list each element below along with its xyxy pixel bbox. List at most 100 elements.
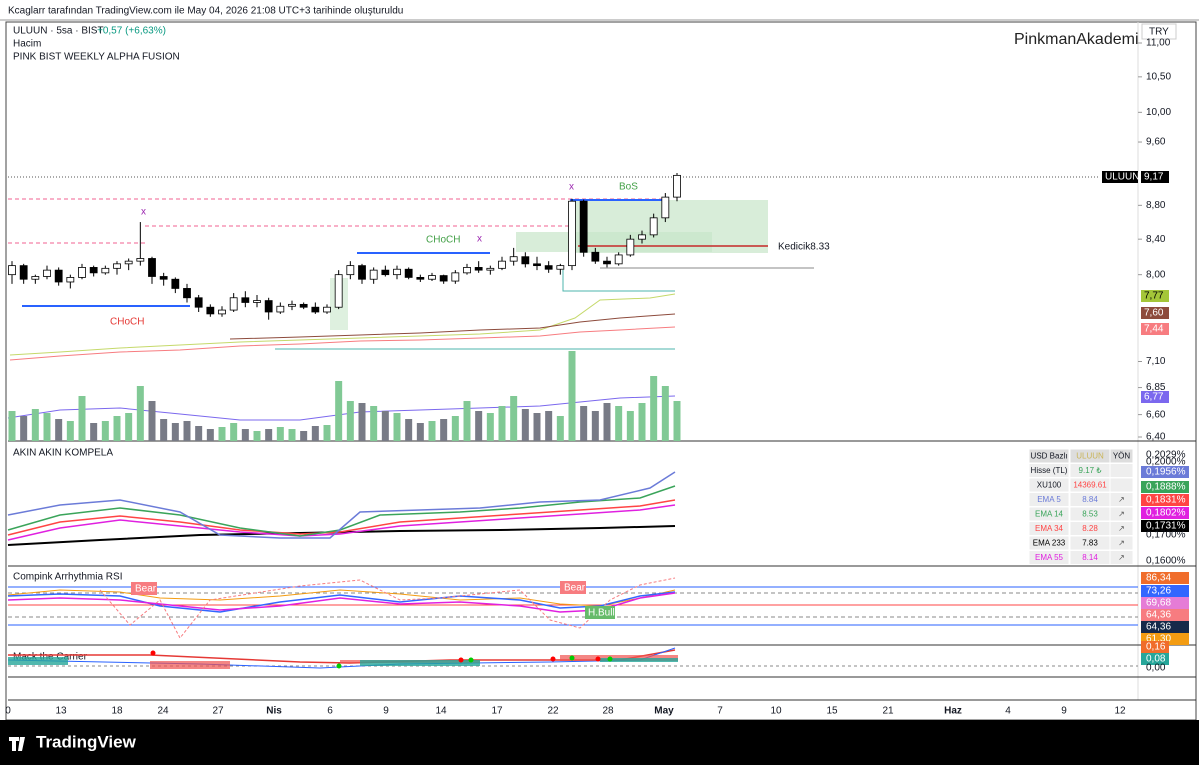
price-tag-text: 7,60: [1144, 308, 1164, 319]
indicator-line: [7, 499, 676, 536]
y-tick-label: 6,85: [1146, 382, 1166, 393]
ma-line: [9, 326, 676, 361]
table-text: Hisse (TL): [1031, 466, 1068, 475]
credit: Kcaglarr tarafından TradingView.com ile …: [8, 6, 403, 17]
table-text: 8.84: [1082, 495, 1098, 504]
volume-bar: [393, 413, 401, 441]
y-tick-label: 8,40: [1146, 234, 1166, 245]
x-tick-label: Nis: [266, 706, 282, 717]
x-tick-label: 15: [826, 706, 838, 717]
dot: [150, 650, 156, 656]
volume-bar: [510, 396, 518, 441]
candle-body: [486, 267, 495, 271]
candle-body: [346, 265, 355, 276]
table-text: 7.83: [1082, 539, 1098, 548]
watermark: PinkmanAkademi: [1014, 31, 1139, 48]
candle-body: [148, 258, 156, 277]
volume-bar: [31, 409, 39, 441]
volume-bar: [253, 431, 261, 441]
volume-bar: [650, 376, 658, 441]
marker: x: [477, 234, 482, 245]
axis-label: 0,1700%: [1146, 530, 1186, 541]
signal-label: H.Bull: [588, 608, 615, 619]
axis-tag: [1141, 520, 1189, 532]
volume-bar: [113, 416, 121, 441]
demand-zone: [516, 232, 712, 252]
volume-bar: [311, 426, 319, 441]
candle-body: [124, 260, 133, 265]
volume-bar: [381, 411, 389, 441]
axis-tag: [1141, 609, 1189, 621]
axis-tag: [1141, 572, 1189, 584]
dot: [569, 655, 575, 661]
volume-bar: [428, 421, 436, 441]
candle-body: [428, 275, 436, 280]
x-tick-label: 17: [491, 706, 503, 717]
axis-label: 61,30: [1146, 634, 1171, 645]
volume-bar: [591, 411, 599, 441]
candle-body: [54, 269, 63, 283]
indicator-line: [7, 471, 676, 539]
axis-label: 64,36: [1146, 622, 1171, 633]
volume-bar: [323, 425, 331, 441]
candle-body: [416, 277, 425, 280]
candle-body: [498, 260, 506, 269]
candle-body: [43, 269, 51, 277]
candle-body: [603, 260, 611, 265]
bos-label: BoS: [619, 182, 638, 193]
candle-body: [299, 303, 308, 308]
dot: [458, 657, 464, 663]
brand: TradingView: [36, 732, 137, 751]
y-tick-label: 10,00: [1146, 107, 1171, 118]
axis-label: 0,2029%: [1146, 450, 1186, 461]
axis-label: 73,26: [1146, 586, 1171, 597]
candle-body: [533, 263, 541, 267]
candle-body: [101, 267, 110, 274]
candle-body: [171, 278, 180, 289]
candle-body: [369, 269, 378, 280]
axis-tag: [1141, 466, 1189, 478]
volume-bar: [416, 423, 424, 441]
table-text: ULUUN: [1076, 452, 1104, 461]
brand-logo: [9, 737, 25, 751]
candle-body: [253, 300, 261, 303]
y-tick-label: 7,10: [1146, 356, 1166, 367]
candle-body: [334, 274, 343, 308]
volume-bar: [230, 423, 238, 441]
candle-body: [206, 306, 215, 315]
currency: TRY: [1149, 27, 1169, 38]
candle-body: [113, 263, 121, 269]
x-tick-label: 14: [435, 706, 447, 717]
candle-body: [66, 277, 75, 283]
candle-body: [194, 297, 203, 308]
price-tag: [1141, 307, 1169, 319]
dot: [550, 656, 556, 662]
table-text: ↗: [1118, 524, 1125, 533]
x-tick-label: 21: [882, 706, 894, 717]
volume-bar: [171, 423, 179, 441]
table-cell: [1109, 550, 1134, 565]
volume-bar: [78, 396, 86, 441]
axis-tag: [1141, 585, 1189, 597]
table-text: ↗: [1118, 510, 1125, 519]
x-tick-label: 22: [547, 706, 559, 717]
volume-bar: [451, 416, 459, 441]
volume-bar: [638, 403, 646, 441]
x-tick-label: 28: [602, 706, 614, 717]
volume-bar: [580, 406, 588, 441]
footer: [0, 720, 1199, 765]
volume-bar: [533, 413, 541, 441]
ma-line: [229, 313, 676, 340]
x-tick-label: 18: [111, 706, 123, 717]
y-tick-label: 6,60: [1146, 409, 1166, 420]
x-tick-label: 0: [5, 706, 11, 717]
volume-bar: [440, 419, 448, 441]
symbol-tag: [1102, 171, 1138, 183]
table-text: EMA 34: [1035, 524, 1064, 533]
candle-body: [288, 303, 296, 307]
panel-title: AKIN AKIN KOMPELA: [13, 448, 113, 459]
x-tick-label: Haz: [944, 706, 962, 717]
table-text: ↗: [1118, 553, 1125, 562]
